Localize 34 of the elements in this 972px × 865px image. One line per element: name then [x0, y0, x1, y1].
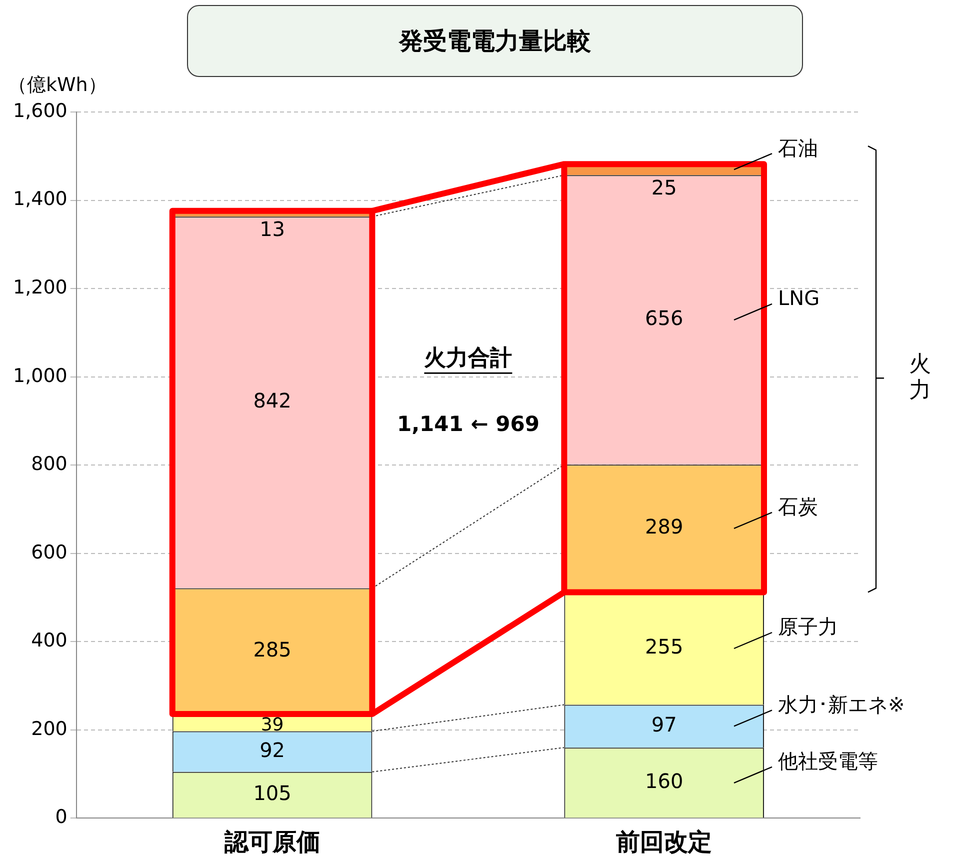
- data-label: 25: [651, 175, 677, 200]
- data-label: 105: [253, 781, 292, 806]
- y-tick-label: 400: [31, 630, 68, 652]
- data-label: 255: [645, 634, 684, 659]
- y-tick-label: 800: [31, 453, 68, 476]
- y-tick-label: 1,600: [12, 100, 68, 122]
- x-tick-label: 前回改定: [615, 828, 712, 856]
- series-label: 水力･新エネ※: [778, 692, 905, 716]
- text: 火力: [909, 352, 931, 403]
- data-label: 160: [645, 769, 684, 794]
- data-label: 285: [253, 637, 292, 662]
- data-label: 13: [260, 216, 286, 241]
- chart-title: 発受電電力量比較: [187, 5, 803, 77]
- x-tick-label: 認可原価: [223, 828, 320, 856]
- annotation: 1,141 ← 969: [396, 412, 540, 436]
- y-tick-label: 1,000: [12, 364, 68, 387]
- y-tick-label: 600: [31, 541, 68, 564]
- series-label: 他社受電等: [778, 749, 878, 774]
- y-tick-label: 200: [31, 718, 68, 740]
- series-label: 石油: [778, 136, 818, 160]
- series-label: LNG: [778, 286, 820, 310]
- data-label: 92: [260, 738, 286, 762]
- data-label: 97: [651, 712, 677, 736]
- data-label: 39: [260, 714, 284, 736]
- y-tick-label: 0: [55, 806, 68, 828]
- y-axis-title: （億kWh）: [8, 73, 107, 98]
- annotation: 火力合計: [424, 346, 512, 371]
- series-label: 石炭: [778, 494, 818, 519]
- y-tick-label: 1,400: [12, 188, 68, 210]
- data-label: 656: [645, 306, 684, 330]
- data-label: 842: [253, 388, 292, 413]
- series-label: 原子力: [778, 614, 838, 639]
- y-tick-label: 1,200: [12, 276, 68, 298]
- data-label: 289: [645, 514, 684, 539]
